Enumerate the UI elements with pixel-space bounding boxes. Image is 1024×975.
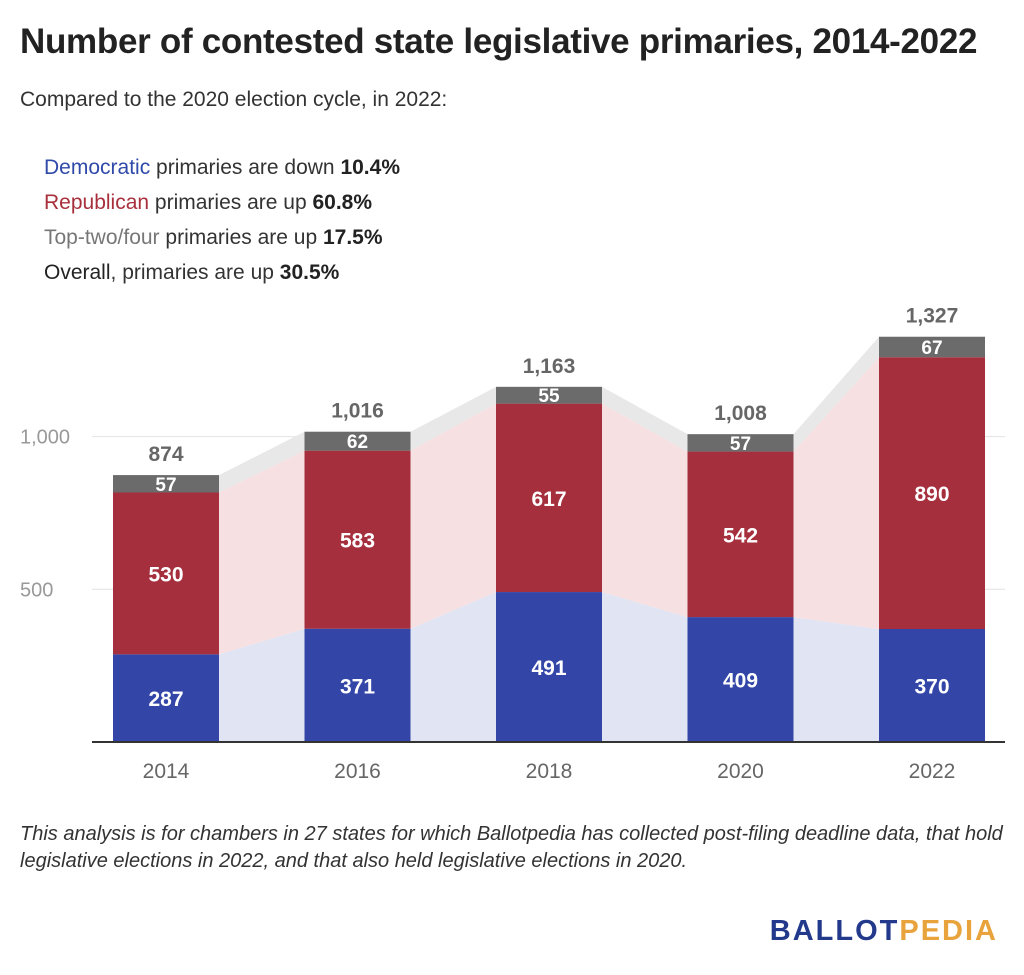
bar-value-label: 55 bbox=[538, 386, 560, 407]
x-tick-label: 2022 bbox=[909, 760, 956, 783]
bar-segment bbox=[496, 386, 602, 404]
x-tick-label: 2018 bbox=[526, 760, 573, 783]
x-tick-label: 2014 bbox=[143, 760, 190, 783]
stack-connector-band bbox=[602, 386, 688, 452]
bar-segment bbox=[687, 451, 794, 618]
bar-total-label: 1,008 bbox=[714, 402, 767, 425]
bar-value-label: 617 bbox=[531, 488, 566, 511]
bar-segment bbox=[113, 654, 219, 742]
chart-title: Number of contested state legislative pr… bbox=[20, 22, 978, 61]
stack-connector-band bbox=[602, 403, 688, 618]
summary-text: primaries are up bbox=[149, 191, 313, 214]
bar-value-label: 409 bbox=[723, 670, 758, 693]
bar-value-label: 287 bbox=[148, 688, 183, 711]
summary-text: primaries are down bbox=[150, 156, 341, 179]
stack-connector-band bbox=[602, 592, 688, 742]
x-tick-label: 2016 bbox=[334, 760, 381, 783]
y-tick-label: 1,000 bbox=[20, 427, 70, 449]
bar-segment bbox=[879, 629, 985, 742]
summary-keyword: Overall bbox=[44, 261, 111, 284]
summary-overall: Overall, primaries are up 30.5% bbox=[44, 255, 400, 290]
bar-segment bbox=[879, 357, 985, 630]
x-tick-label: 2020 bbox=[717, 760, 764, 783]
bar-segment bbox=[113, 475, 219, 493]
y-tick-label: 500 bbox=[20, 579, 53, 601]
bar-segment bbox=[496, 592, 602, 742]
bar-segment bbox=[304, 431, 411, 451]
bar-value-label: 890 bbox=[914, 483, 949, 506]
stack-connector-band bbox=[410, 403, 496, 629]
stack-connector-band bbox=[793, 617, 879, 742]
bar-segment bbox=[496, 403, 602, 593]
summary-top-two-four: Top-two/four primaries are up 17.5% bbox=[44, 220, 400, 255]
bar-segment bbox=[113, 492, 219, 655]
bar-value-label: 542 bbox=[723, 524, 758, 547]
summary-keyword: Republican bbox=[44, 191, 150, 214]
stack-connector-band bbox=[410, 592, 496, 742]
chart-subtitle: Compared to the 2020 election cycle, in … bbox=[20, 88, 448, 111]
logo-part-pedia: PEDIA bbox=[899, 915, 998, 947]
bar-segment bbox=[687, 617, 794, 742]
bar-segment bbox=[687, 434, 794, 452]
ballotpedia-logo: BALLOTPEDIA bbox=[770, 915, 998, 948]
bar-value-label: 62 bbox=[347, 432, 368, 453]
stacked-bar-chart: 500 1,000 287 530 57 874 2014 371 583 62 1,016 2016… bbox=[20, 305, 1005, 783]
stack-connector-band bbox=[219, 431, 305, 493]
stack-connector-band bbox=[219, 628, 305, 742]
bar-value-label: 530 bbox=[148, 563, 183, 586]
bar-value-label: 57 bbox=[730, 434, 751, 455]
stack-connector-band bbox=[219, 450, 305, 655]
summary-republican: Republican primaries are up 60.8% bbox=[44, 185, 400, 220]
footnote: This analysis is for chambers in 27 stat… bbox=[20, 823, 1003, 872]
bar-total-label: 1,016 bbox=[331, 400, 384, 423]
bar-segment bbox=[879, 336, 985, 358]
stack-connector-band bbox=[793, 357, 879, 630]
bar-total-label: 1,163 bbox=[523, 355, 576, 378]
summary-keyword: Democratic bbox=[44, 156, 151, 179]
summary-text: primaries are up bbox=[159, 226, 323, 249]
bar-value-label: 67 bbox=[921, 338, 942, 359]
logo-part-ballot: BALLOT bbox=[769, 915, 900, 947]
stack-connector-band bbox=[410, 386, 496, 451]
summary-value: 10.4% bbox=[340, 156, 400, 179]
bar-value-label: 583 bbox=[340, 530, 375, 553]
bar-total-label: 874 bbox=[148, 443, 183, 466]
bar-value-label: 491 bbox=[531, 657, 566, 680]
summary-text: , primaries are up bbox=[110, 261, 280, 284]
summary-value: 60.8% bbox=[312, 191, 373, 214]
summary-list: Democratic primaries are down 10.4% Repu… bbox=[44, 150, 400, 290]
bar-total-label: 1,327 bbox=[906, 305, 959, 328]
bar-segment bbox=[304, 450, 411, 629]
stack-connector-band bbox=[793, 336, 879, 452]
bar-value-label: 370 bbox=[914, 676, 949, 699]
summary-value: 17.5% bbox=[322, 226, 383, 249]
bar-value-label: 371 bbox=[340, 675, 375, 698]
bar-segment bbox=[304, 628, 411, 742]
bar-value-label: 57 bbox=[155, 475, 176, 496]
summary-value: 30.5% bbox=[279, 261, 340, 284]
summary-keyword: Top-two/four bbox=[44, 226, 160, 249]
summary-democratic: Democratic primaries are down 10.4% bbox=[44, 150, 400, 185]
